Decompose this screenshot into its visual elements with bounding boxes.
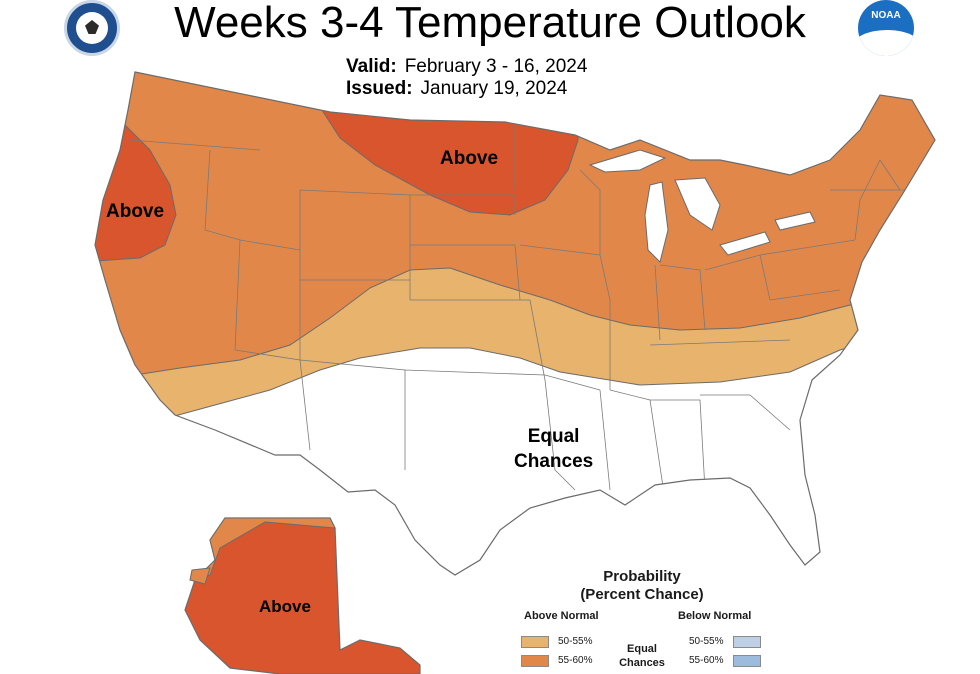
valid-line: Valid: February 3 - 16, 2024: [346, 56, 587, 78]
legend-below-header: Below Normal: [678, 610, 752, 622]
legend-equal-chances: Equal Chances: [619, 643, 665, 669]
legend-title: Probability (Percent Chance): [580, 568, 704, 603]
legend-label-above-55-60: 55-60%: [558, 655, 593, 666]
issued-label: Issued:: [346, 78, 413, 99]
conus-region: [95, 72, 935, 575]
label-alaska: Above: [259, 597, 311, 616]
legend-swatch-below-50-55: [733, 636, 761, 648]
conus-outline: [94, 71, 936, 576]
map-title: Weeks 3-4 Temperature Outlook: [174, 0, 806, 47]
issued-line: Issued: January 19, 2024: [346, 78, 567, 100]
label-northern-plains: Above: [440, 148, 499, 169]
great-lakes: [588, 149, 816, 263]
legend-above-header: Above Normal: [524, 610, 599, 622]
issued-date: January 19, 2024: [420, 78, 568, 99]
legend-label-above-50-55: 50-55%: [558, 636, 593, 647]
legend-label-below-50-55: 50-55%: [689, 636, 724, 647]
noaa-logo: NOAA: [858, 0, 914, 56]
alaska-island: [189, 567, 211, 585]
legend-swatch-above-50-55: [521, 636, 549, 648]
valid-dates: February 3 - 16, 2024: [404, 56, 588, 77]
state-borders: [129, 120, 905, 501]
label-equal-chances: Equal Chances: [514, 426, 594, 472]
legend-label-below-55-60: 55-60%: [689, 655, 724, 666]
alaska-region: [184, 517, 421, 674]
alaska-above-55-60: [194, 517, 336, 581]
doc-seal-logo: [64, 0, 120, 56]
legend-swatch-above-55-60: [521, 655, 549, 667]
valid-label: Valid:: [346, 56, 397, 77]
label-pacific-coast: Above: [106, 201, 165, 222]
legend-swatch-below-55-60: [733, 655, 761, 667]
